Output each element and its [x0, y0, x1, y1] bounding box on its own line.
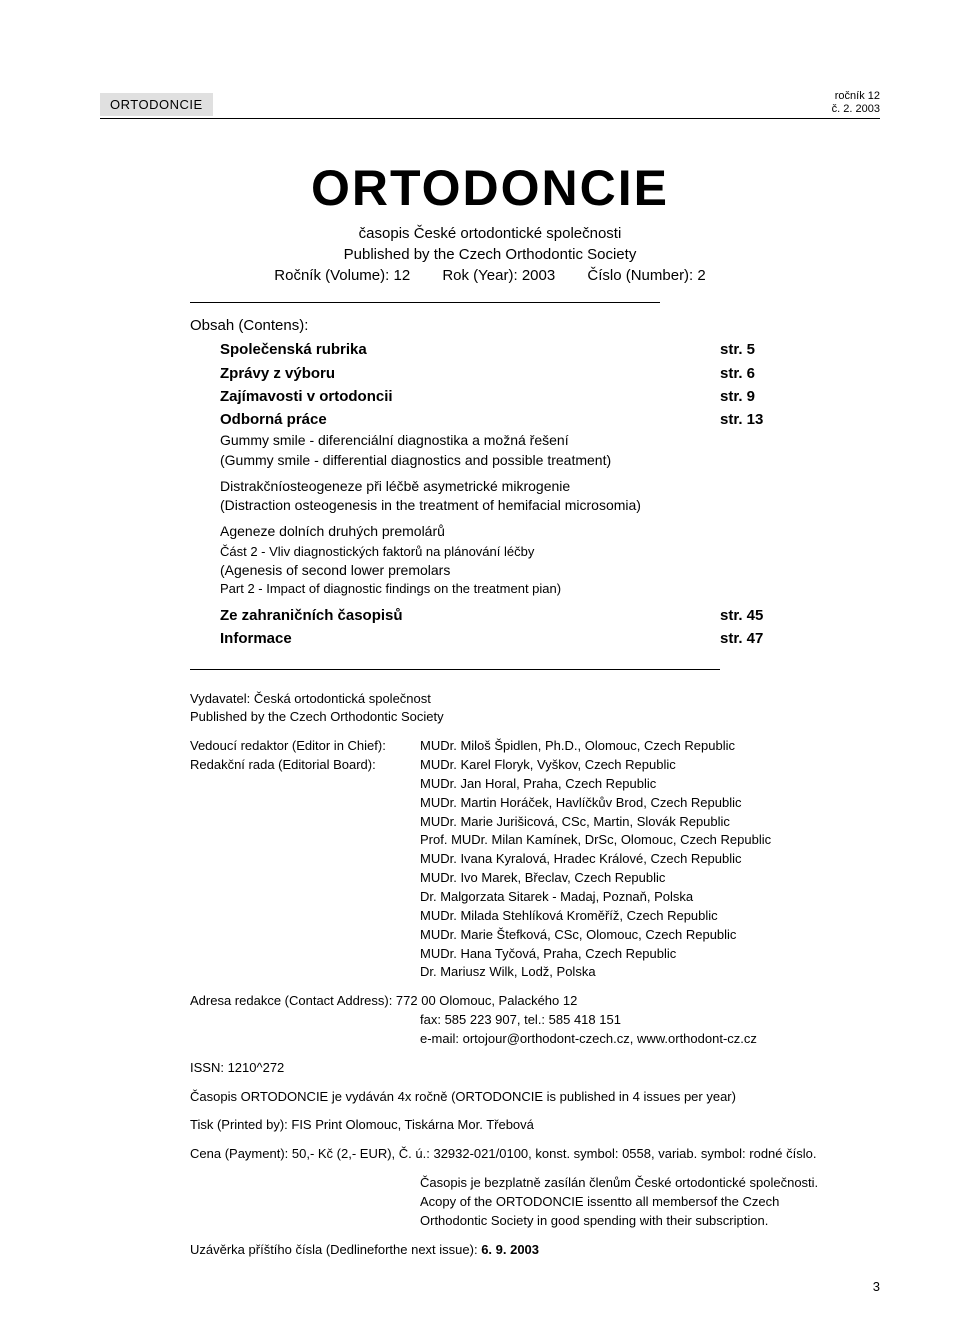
page-header: ORTODONCIE ročník 12 č. 2. 2003 — [100, 90, 880, 119]
toc-page: str. 9 — [720, 385, 790, 408]
subtitle-en: Published by the Czech Orthodontic Socie… — [100, 244, 880, 265]
toc-label: Odborná práce — [220, 408, 720, 431]
deadline-label: Uzávěrka příštího čísla (Dedlineforthe n… — [190, 1242, 481, 1257]
article-title-en: (Gummy smile - differential diagnostics … — [220, 451, 790, 471]
article-entry: Distrakčníosteogeneze při léčbě asymetri… — [190, 477, 790, 516]
toc-row: Informace str. 47 — [190, 627, 790, 650]
editorial-names: MUDr. Miloš Špidlen, Ph.D., Olomouc, Cze… — [420, 737, 820, 982]
board-member: MUDr. Martin Horáček, Havlíčkův Brod, Cz… — [420, 794, 820, 813]
board-member: Dr. Malgorzata Sitarek - Madaj, Poznaň, … — [420, 888, 820, 907]
contact-fax-tel: fax: 585 223 907, tel.: 585 418 151 — [420, 1011, 621, 1030]
toc-label: Informace — [220, 627, 720, 650]
journal-title: ORTODONCIE — [100, 159, 880, 217]
contents-section: Obsah (Contens): Společenská rubrika str… — [190, 302, 790, 650]
article-subtitle-en: Part 2 - Impact of diagnostic findings o… — [190, 580, 790, 598]
toc-page: str. 47 — [720, 627, 790, 650]
toc-label: Ze zahraničních časopisů — [220, 604, 720, 627]
pub-year: Rok (Year): 2003 — [442, 267, 555, 284]
article-title-en: (Agenesis of second lower premolars — [190, 561, 790, 581]
journal-name-header: ORTODONCIE — [100, 93, 213, 116]
contact-email: e-mail: ortojour@orthodont-czech.cz, www… — [420, 1030, 757, 1049]
board-member: MUDr. Milada Stehlíková Kroměříž, Czech … — [420, 907, 820, 926]
page: ORTODONCIE ročník 12 č. 2. 2003 ORTODONC… — [0, 0, 960, 1324]
contact-address-block: Adresa redakce (Contact Address): 772 00… — [190, 992, 820, 1049]
board-member: MUDr. Karel Floryk, Vyškov, Czech Republ… — [420, 756, 820, 775]
editor-in-chief-label: Vedoucí redaktor (Editor in Chief): — [190, 737, 420, 756]
toc-page: str. 45 — [720, 604, 790, 627]
publisher-info: Vydavatel: Česká ortodontická společnost… — [190, 690, 820, 728]
deadline-date: 6. 9. 2003 — [481, 1242, 539, 1257]
article-title-cz: Distrakčníosteogeneze při léčbě asymetri… — [220, 477, 790, 497]
free-note-en-2: Orthodontic Society in good spending wit… — [420, 1213, 768, 1228]
article-title-en: (Distraction osteogenesis in the treatme… — [220, 496, 790, 516]
free-copy-note: Časopis je bezplatně zasílán členům Česk… — [420, 1174, 820, 1231]
subtitle-block: časopis České ortodontické společnosti P… — [100, 223, 880, 265]
subtitle-cz: časopis České ortodontické společnosti — [100, 223, 880, 244]
printed-by: Tisk (Printed by): FIS Print Olomouc, Ti… — [190, 1116, 820, 1135]
publisher-en: Published by the Czech Orthodontic Socie… — [190, 709, 444, 724]
pub-volume: Ročník (Volume): 12 — [274, 267, 410, 284]
board-member: Prof. MUDr. Milan Kamínek, DrSc, Olomouc… — [420, 831, 820, 850]
free-note-cz: Časopis je bezplatně zasílán členům Česk… — [420, 1175, 818, 1190]
board-member: MUDr. Marie Jurišicová, CSc, Martin, Slo… — [420, 813, 820, 832]
editorial-block: Vedoucí redaktor (Editor in Chief): Reda… — [190, 737, 820, 982]
issue-number-line: č. 2. 2003 — [832, 103, 880, 116]
publisher-cz: Vydavatel: Česká ortodontická společnost — [190, 691, 431, 706]
toc-page: str. 13 — [720, 408, 790, 431]
board-member: MUDr. Marie Štefková, CSc, Olomouc, Czec… — [420, 926, 820, 945]
article-subtitle-cz: Část 2 - Vliv diagnostických faktorů na … — [190, 543, 790, 561]
issue-info: ročník 12 č. 2. 2003 — [832, 90, 880, 116]
board-member: MUDr. Ivo Marek, Břeclav, Czech Republic — [420, 869, 820, 888]
publication-frequency: Časopis ORTODONCIE je vydáván 4x ročně (… — [190, 1088, 820, 1107]
contents-heading: Obsah (Contens): — [190, 317, 790, 334]
toc-label: Společenská rubrika — [220, 338, 720, 361]
issn: ISSN: 1210^272 — [190, 1059, 820, 1078]
free-note-en-1: Acopy of the ORTODONCIE issentto all mem… — [420, 1194, 779, 1209]
toc-label: Zajímavosti v ortodoncii — [220, 385, 720, 408]
toc-row: Ze zahraničních časopisů str. 45 — [190, 604, 790, 627]
board-member: Dr. Mariusz Wilk, Lodž, Polska — [420, 963, 820, 982]
contact-address: Adresa redakce (Contact Address): 772 00… — [190, 993, 577, 1008]
issue-volume-line: ročník 12 — [832, 90, 880, 103]
article-title-cz: Ageneze dolních druhých premolárů — [220, 522, 790, 542]
publication-info-row: Ročník (Volume): 12 Rok (Year): 2003 Čís… — [100, 267, 880, 284]
article-entry: Ageneze dolních druhých premolárů — [190, 522, 790, 542]
toc-page: str. 5 — [720, 338, 790, 361]
article-entry: Gummy smile - diferenciální diagnostika … — [190, 431, 790, 470]
imprint-block: Vydavatel: Česká ortodontická společnost… — [190, 690, 820, 1260]
board-member: MUDr. Ivana Kyralová, Hradec Králové, Cz… — [420, 850, 820, 869]
divider — [190, 302, 660, 303]
deadline: Uzávěrka příštího čísla (Dedlineforthe n… — [190, 1241, 820, 1260]
payment-info: Cena (Payment): 50,- Kč (2,- EUR), Č. ú.… — [190, 1145, 820, 1164]
board-member: MUDr. Jan Horal, Praha, Czech Republic — [420, 775, 820, 794]
toc-row: Zprávy z výboru str. 6 — [190, 362, 790, 385]
pub-number: Číslo (Number): 2 — [587, 267, 705, 284]
toc-label: Zprávy z výboru — [220, 362, 720, 385]
page-number: 3 — [873, 1279, 880, 1294]
board-member: MUDr. Hana Tyčová, Praha, Czech Republic — [420, 945, 820, 964]
toc-page: str. 6 — [720, 362, 790, 385]
article-title-cz: Gummy smile - diferenciální diagnostika … — [220, 431, 790, 451]
toc-row: Zajímavosti v ortodoncii str. 9 — [190, 385, 790, 408]
divider — [190, 669, 720, 670]
toc-row: Společenská rubrika str. 5 — [190, 338, 790, 361]
editorial-labels: Vedoucí redaktor (Editor in Chief): Reda… — [190, 737, 420, 982]
toc-row: Odborná práce str. 13 — [190, 408, 790, 431]
editor-in-chief-name: MUDr. Miloš Špidlen, Ph.D., Olomouc, Cze… — [420, 737, 820, 756]
editorial-board-label: Redakční rada (Editorial Board): — [190, 756, 420, 775]
